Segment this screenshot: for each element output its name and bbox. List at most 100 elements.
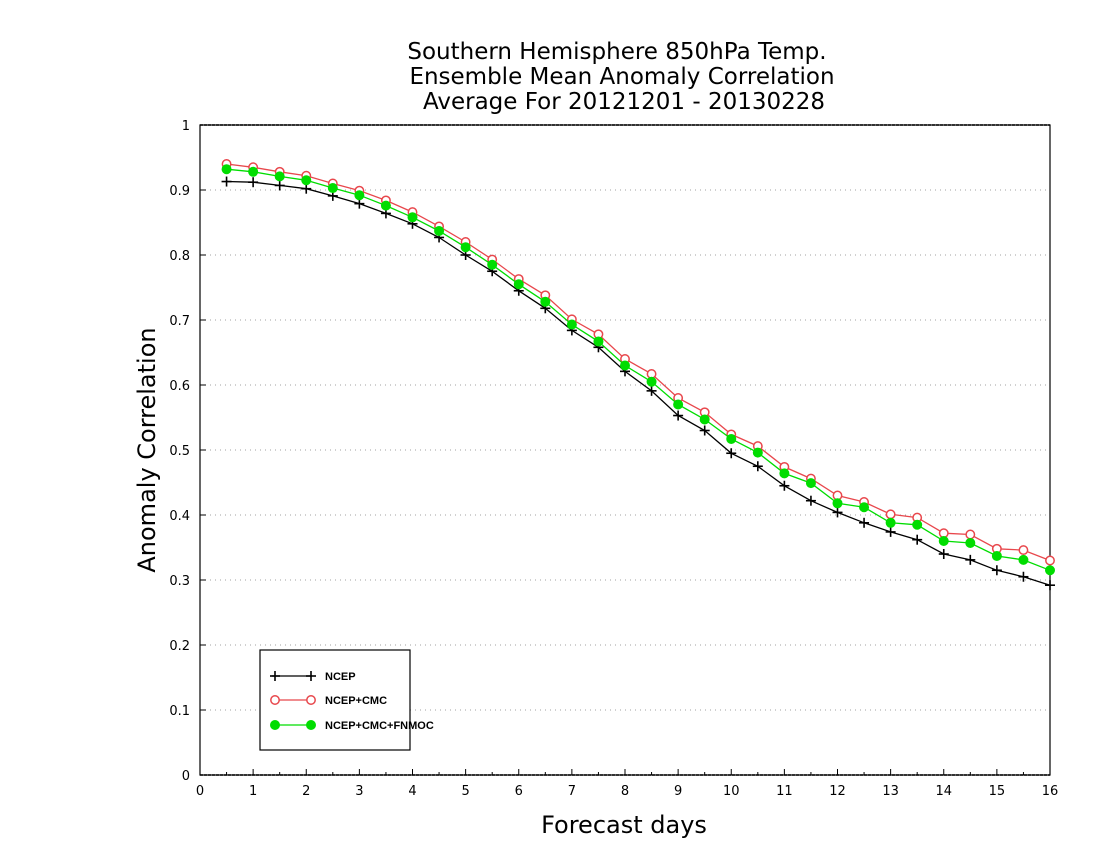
y-tick-label-8: 0.8 <box>169 249 190 264</box>
series-line-2 <box>226 168 1051 571</box>
series-2-point-21 <box>779 468 790 479</box>
y-tick-label-1: 0.1 <box>169 704 190 719</box>
y-tick-label-10: 1 <box>182 119 190 134</box>
series-1 <box>221 159 1055 566</box>
x-tick-label-13: 13 <box>882 784 899 799</box>
series-2-point-18 <box>699 414 710 425</box>
series-0-point-21 <box>779 480 790 491</box>
series-2-point-14 <box>593 336 604 347</box>
series-2 <box>221 164 1055 576</box>
series-0-point-31 <box>1045 580 1055 591</box>
legend-marker-1-b <box>306 695 316 705</box>
y-tick-label-3: 0.3 <box>169 574 190 589</box>
series-0-point-26 <box>912 534 923 545</box>
series-0-point-30 <box>1018 571 1029 582</box>
series-layer <box>221 159 1055 591</box>
series-2-point-0 <box>221 164 232 175</box>
series-0-point-17 <box>673 410 684 421</box>
series-2-point-16 <box>646 376 657 387</box>
series-2-point-17 <box>673 399 684 410</box>
series-2-point-15 <box>620 360 630 371</box>
series-2-point-25 <box>885 517 896 528</box>
y-tick-label-0: 0 <box>182 769 190 784</box>
series-0-point-27 <box>938 549 949 559</box>
series-2-point-31 <box>1045 565 1055 576</box>
legend-marker-0-a <box>270 671 280 681</box>
legend-marker-2-a <box>270 720 280 730</box>
axes: 0 1 2 3 4 5 6 7 8 9 10 11 12 13 14 15 1600.10.20.30.40.5… <box>169 119 1058 799</box>
x-tick-label-5: 5 <box>461 784 469 799</box>
series-2-point-9 <box>460 242 471 253</box>
chart-title-line-2: Ensemble Mean Anomaly Correlation <box>409 64 834 90</box>
y-tick-label-6: 0.6 <box>169 379 190 394</box>
legend-marker-1-a <box>270 695 280 705</box>
series-2-point-24 <box>859 502 870 513</box>
x-tick-label-4: 4 <box>408 784 416 799</box>
series-0-point-2 <box>274 180 285 191</box>
series-line-1 <box>226 163 1051 562</box>
legend-label-0: NCEP <box>325 671 356 683</box>
series-0-point-20 <box>752 461 763 472</box>
chart-title-line-3: Average For 20121201 - 20130228 <box>423 89 825 115</box>
series-1-point-28 <box>965 529 976 540</box>
x-tick-label-1: 1 <box>249 784 257 799</box>
y-tick-label-4: 0.4 <box>169 509 190 524</box>
series-2-point-2 <box>274 171 285 182</box>
series-0-point-22 <box>805 495 816 506</box>
series-1-point-25 <box>885 509 896 520</box>
series-2-point-19 <box>726 433 737 444</box>
series-2-point-7 <box>407 212 418 223</box>
series-2-point-11 <box>513 279 524 290</box>
series-2-point-3 <box>301 175 312 186</box>
series-0-point-5 <box>354 198 365 209</box>
x-tick-label-11: 11 <box>776 784 793 799</box>
series-1-point-30 <box>1018 545 1029 556</box>
x-tick-label-12: 12 <box>829 784 846 799</box>
series-2-point-12 <box>540 296 551 307</box>
series-2-point-1 <box>248 166 259 177</box>
series-2-point-22 <box>805 478 816 489</box>
x-tick-label-0: 0 <box>196 784 204 799</box>
series-0-point-29 <box>991 565 1002 576</box>
x-tick-label-7: 7 <box>568 784 576 799</box>
legend: NCEP NCEP+CMC NCEP+CMC+FNMOC <box>259 649 434 751</box>
legend-marker-0-b <box>306 671 316 681</box>
legend-marker-2-b <box>306 720 316 730</box>
series-0-point-18 <box>699 425 710 436</box>
legend-entry-2: NCEP+CMC+FNMOC <box>270 720 434 732</box>
series-2-point-8 <box>434 225 445 236</box>
y-tick-label-9: 0.9 <box>169 184 190 199</box>
series-2-point-29 <box>991 550 1002 561</box>
legend-label-2: NCEP+CMC+FNMOC <box>325 720 434 732</box>
series-0-point-16 <box>646 385 657 396</box>
series-2-point-13 <box>566 319 577 330</box>
legend-label-1: NCEP+CMC <box>325 695 387 707</box>
series-2-point-20 <box>752 447 763 458</box>
legend-entry-1: NCEP+CMC <box>270 695 387 707</box>
legend-entry-0: NCEP <box>270 671 356 683</box>
x-tick-label-8: 8 <box>621 784 629 799</box>
grid <box>200 189 1050 711</box>
x-axis-label: Forecast days <box>541 811 707 839</box>
series-line-0 <box>226 180 1051 586</box>
x-tick-label-3: 3 <box>355 784 363 799</box>
series-0 <box>221 176 1055 591</box>
series-2-point-26 <box>912 519 923 530</box>
chart-title-line-1: Southern Hemisphere 850hPa Temp. <box>407 39 826 65</box>
chart-title: Southern Hemisphere 850hPa Temp. Ensembl… <box>407 39 834 115</box>
series-2-point-10 <box>487 259 498 270</box>
series-2-point-6 <box>380 200 391 211</box>
series-2-point-23 <box>832 498 843 509</box>
series-0-point-19 <box>726 448 737 459</box>
series-0-point-24 <box>859 517 870 528</box>
series-2-point-5 <box>354 190 365 201</box>
series-2-point-4 <box>327 183 338 194</box>
x-tick-label-16: 16 <box>1042 784 1059 799</box>
series-2-point-28 <box>965 537 976 548</box>
y-tick-label-7: 0.7 <box>169 314 190 329</box>
series-2-point-30 <box>1018 554 1029 565</box>
series-0-point-23 <box>832 507 843 518</box>
series-0-point-1 <box>248 177 259 188</box>
series-0-point-25 <box>885 526 896 537</box>
